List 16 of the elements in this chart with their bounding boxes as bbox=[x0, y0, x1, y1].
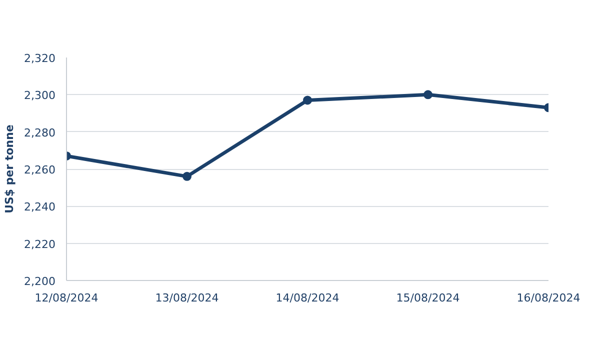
y-tick-label: 2,240 bbox=[24, 200, 56, 214]
point bbox=[424, 90, 432, 100]
x-tick-label: 16/08/2024 bbox=[516, 292, 580, 304]
point bbox=[303, 96, 312, 105]
x-tick-label: 14/08/2024 bbox=[276, 292, 340, 304]
x-tick-label: 12/08/2024 bbox=[34, 292, 98, 304]
y-tick-label: 2,260 bbox=[24, 164, 56, 176]
point bbox=[182, 172, 192, 181]
y-tick-label: 2,320 bbox=[24, 52, 56, 65]
y-tick-label: 2,300 bbox=[24, 89, 56, 102]
y-tick-label: 2,200 bbox=[24, 275, 56, 288]
x-tick-label: 13/08/2024 bbox=[155, 292, 219, 304]
y-tick-label: 2,220 bbox=[24, 238, 56, 251]
x-tick-label: 15/08/2024 bbox=[396, 292, 460, 304]
y-axis-title: US$ per tonne bbox=[3, 124, 16, 214]
y-tick-label: 2,280 bbox=[24, 126, 56, 140]
